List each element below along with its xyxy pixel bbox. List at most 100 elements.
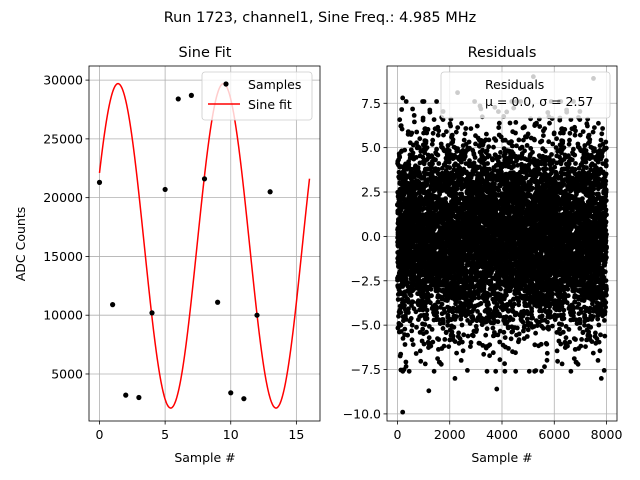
residual-point	[403, 317, 409, 322]
sine-fit-xlabel: Sample #	[174, 450, 235, 465]
residual-point	[402, 147, 408, 153]
residual-point	[423, 138, 429, 144]
residual-point	[504, 292, 509, 298]
residual-point	[426, 324, 432, 329]
residual-point	[424, 307, 430, 313]
residual-point	[413, 351, 419, 356]
sine-fit-xtick-label: 10	[223, 427, 239, 442]
residual-point	[449, 329, 455, 335]
legend-sine-fit-label: Sine fit	[248, 97, 292, 112]
residual-point	[424, 316, 430, 321]
residual-point	[442, 337, 448, 342]
residual-point	[406, 306, 411, 312]
residual-point	[511, 301, 517, 307]
residual-point	[430, 339, 436, 345]
residual-point	[513, 120, 519, 125]
sine-fit-axes-frame	[88, 65, 321, 422]
residual-point	[510, 143, 515, 149]
residual-point	[462, 131, 468, 137]
residual-point	[483, 332, 489, 338]
residuals-panel: Residuals 0 2000 4000 6000 8000−10.0−7.5−5.0…	[343, 45, 623, 465]
residual-point	[452, 339, 458, 344]
residual-point	[466, 139, 472, 145]
residual-point	[414, 129, 420, 135]
residual-point	[509, 139, 514, 145]
legend-samples-label: Samples	[248, 77, 301, 92]
residual-point	[508, 336, 514, 342]
residual-point	[516, 299, 522, 304]
residual-point	[430, 137, 436, 143]
residual-point	[446, 159, 452, 165]
residual-point	[429, 293, 434, 299]
residual-point	[506, 346, 511, 351]
residuals-data	[395, 74, 609, 415]
sample-point	[267, 189, 273, 195]
residual-point	[405, 332, 410, 338]
residual-point	[397, 154, 403, 160]
residual-point	[435, 299, 441, 305]
residual-point	[441, 343, 447, 349]
sine-fit-curve	[98, 82, 311, 409]
residual-point	[498, 286, 503, 292]
residual-point	[496, 125, 502, 130]
residual-point	[443, 196, 448, 202]
residual-point	[447, 165, 453, 171]
residual-point	[444, 129, 449, 135]
residual-point	[406, 162, 412, 168]
residual-point	[420, 326, 426, 332]
residual-point	[478, 301, 484, 306]
residual-point	[458, 358, 464, 363]
residual-point	[412, 119, 417, 125]
residual-point	[417, 348, 423, 354]
residual-point	[409, 337, 415, 343]
sine-fit-xtick-label: 5	[161, 427, 169, 442]
residual-point	[516, 331, 522, 337]
residual-point	[463, 126, 469, 131]
sample-point	[201, 176, 208, 182]
residual-point	[486, 302, 491, 307]
sample-point	[254, 312, 260, 318]
residual-point	[436, 167, 441, 172]
residual-point	[409, 322, 415, 328]
residual-point	[428, 300, 433, 306]
residual-point	[451, 324, 457, 330]
sine-fit-ytick-label: 30000	[43, 73, 83, 88]
residual-point	[513, 350, 518, 356]
sine-fit-panel: Sine Fit 0 5 10 155000100001500020000250003…	[13, 45, 321, 465]
residual-point	[397, 117, 403, 123]
residual-point	[450, 210, 456, 216]
residual-point	[447, 156, 452, 162]
residual-point	[421, 99, 427, 104]
residual-point	[493, 368, 499, 374]
residual-point	[406, 310, 411, 315]
residual-point	[481, 351, 487, 357]
residual-point	[403, 276, 409, 282]
residual-point	[490, 350, 496, 356]
residual-point	[420, 307, 426, 313]
residual-point	[398, 322, 404, 328]
residual-point	[422, 304, 428, 309]
residual-point	[431, 117, 437, 122]
residual-point	[408, 293, 414, 298]
residual-point	[403, 359, 409, 365]
residual-point	[436, 161, 442, 166]
residual-point	[435, 132, 441, 138]
residual-point	[406, 368, 412, 374]
residual-point	[435, 152, 441, 158]
sample-point	[136, 394, 142, 401]
residual-point	[440, 320, 446, 326]
residual-point	[405, 280, 411, 285]
sample-point	[241, 396, 247, 402]
residual-point	[433, 207, 439, 213]
residual-point	[441, 132, 446, 138]
residual-point	[434, 313, 439, 319]
residual-point	[418, 358, 424, 364]
legend-samples-marker	[223, 81, 229, 87]
sine-fit-ytick-label: 5000	[51, 366, 83, 381]
residual-point	[459, 322, 465, 328]
residual-point	[484, 131, 489, 137]
residual-point	[514, 325, 520, 331]
residual-point	[474, 327, 479, 333]
sine-fit-xtick-label: 15	[288, 427, 304, 442]
